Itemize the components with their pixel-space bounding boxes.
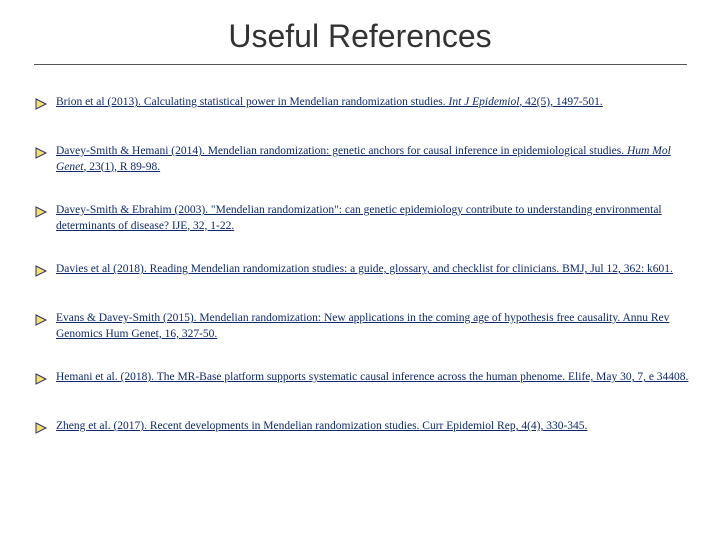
reference-prefix: Evans & Davey-Smith (2015). Mendelian ra… bbox=[56, 312, 669, 340]
slide-title: Useful References bbox=[0, 18, 720, 55]
reference-link[interactable]: Brion et al (2013). Calculating statisti… bbox=[56, 95, 690, 111]
reference-prefix: Davey-Smith & Hemani (2014). Mendelian r… bbox=[56, 145, 627, 157]
reference-suffix: , 23(1), R 89-98. bbox=[83, 161, 160, 173]
triangle-bullet-icon bbox=[34, 205, 56, 224]
reference-item: Zheng et al. (2017). Recent developments… bbox=[34, 419, 690, 440]
reference-item: Brion et al (2013). Calculating statisti… bbox=[34, 95, 690, 116]
reference-item: Davies et al (2018). Reading Mendelian r… bbox=[34, 262, 690, 283]
triangle-bullet-icon bbox=[34, 146, 56, 165]
horizontal-rule bbox=[34, 64, 687, 65]
reference-journal: Int J Epidemiol bbox=[449, 96, 520, 108]
reference-link[interactable]: Davey-Smith & Hemani (2014). Mendelian r… bbox=[56, 144, 690, 175]
reference-item: Hemani et al. (2018). The MR-Base platfo… bbox=[34, 370, 690, 391]
reference-prefix: Zheng et al. (2017). Recent developments… bbox=[56, 420, 587, 432]
reference-link[interactable]: Evans & Davey-Smith (2015). Mendelian ra… bbox=[56, 311, 690, 342]
triangle-bullet-icon bbox=[34, 372, 56, 391]
triangle-bullet-icon bbox=[34, 421, 56, 440]
reference-prefix: Davies et al (2018). Reading Mendelian r… bbox=[56, 263, 673, 275]
triangle-bullet-icon bbox=[34, 264, 56, 283]
reference-prefix: Davey-Smith & Ebrahim (2003). "Mendelian… bbox=[56, 204, 662, 232]
references-list: Brion et al (2013). Calculating statisti… bbox=[34, 95, 690, 440]
reference-link[interactable]: Davey-Smith & Ebrahim (2003). "Mendelian… bbox=[56, 203, 690, 234]
triangle-bullet-icon bbox=[34, 97, 56, 116]
reference-prefix: Hemani et al. (2018). The MR-Base platfo… bbox=[56, 371, 688, 383]
triangle-bullet-icon bbox=[34, 313, 56, 332]
reference-link[interactable]: Davies et al (2018). Reading Mendelian r… bbox=[56, 262, 690, 278]
reference-suffix: , 42(5), 1497-501. bbox=[519, 96, 602, 108]
reference-prefix: Brion et al (2013). Calculating statisti… bbox=[56, 96, 449, 108]
slide-root: Useful References Brion et al (2013). Ca… bbox=[0, 0, 720, 540]
reference-item: Evans & Davey-Smith (2015). Mendelian ra… bbox=[34, 311, 690, 342]
reference-link[interactable]: Hemani et al. (2018). The MR-Base platfo… bbox=[56, 370, 690, 386]
reference-item: Davey-Smith & Ebrahim (2003). "Mendelian… bbox=[34, 203, 690, 234]
reference-link[interactable]: Zheng et al. (2017). Recent developments… bbox=[56, 419, 690, 435]
reference-item: Davey-Smith & Hemani (2014). Mendelian r… bbox=[34, 144, 690, 175]
